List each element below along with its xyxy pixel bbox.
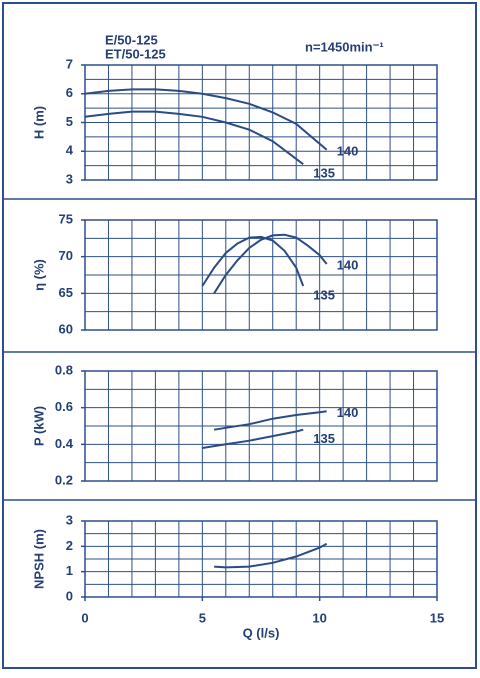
curve: [201, 235, 305, 287]
y-tick-label: 60: [59, 321, 73, 336]
plot-border: [84, 64, 438, 181]
plot-border: [84, 520, 438, 598]
x-axis-label: Q (l/s): [243, 625, 280, 640]
frame: [2, 2, 477, 669]
y-tick-label: 1: [66, 563, 73, 578]
curve: [213, 410, 327, 431]
y-tick-label: 2: [66, 538, 73, 553]
curve: [213, 233, 328, 294]
y-axis-label: H (m): [31, 106, 46, 139]
y-axis-label: P (kW): [31, 406, 46, 446]
y-tick-label: 70: [59, 248, 73, 263]
y-tick-label: 65: [59, 285, 73, 300]
annotation: n=1450min⁻¹: [305, 39, 384, 54]
y-axis-label: NPSH (m): [31, 529, 46, 589]
x-tick-label: 15: [430, 610, 444, 625]
y-tick-label: 5: [66, 114, 73, 129]
curve-label: 140: [337, 143, 359, 158]
y-tick-label: 0.6: [55, 399, 73, 414]
y-tick-label: 75: [59, 211, 73, 226]
plot-border: [84, 370, 438, 482]
annotation: ET/50-125: [105, 46, 166, 61]
curve-label: 140: [337, 405, 359, 420]
y-tick-label: 6: [66, 85, 73, 100]
y-axis-label: η (%): [31, 259, 46, 291]
y-tick-label: 0.8: [55, 362, 73, 377]
y-tick-label: 0: [66, 588, 73, 603]
x-tick-label: 5: [199, 610, 206, 625]
annotation: E/50-125: [105, 32, 158, 47]
y-tick-label: 0.2: [55, 472, 73, 487]
curve: [84, 110, 304, 165]
curve-label: 135: [313, 166, 335, 181]
curve: [202, 428, 304, 449]
x-tick-label: 0: [81, 610, 88, 625]
x-tick-label: 10: [312, 610, 326, 625]
plot-border: [84, 219, 438, 331]
y-tick-label: 3: [66, 171, 73, 186]
y-tick-label: 0.4: [55, 436, 74, 451]
curve: [84, 88, 328, 151]
y-tick-label: 3: [66, 512, 73, 527]
y-tick-label: 7: [66, 56, 73, 71]
curve-label: 135: [313, 287, 335, 302]
curve-label: 140: [337, 257, 359, 272]
curve-label: 135: [313, 431, 335, 446]
curve: [214, 542, 328, 569]
y-tick-label: 4: [66, 143, 74, 158]
